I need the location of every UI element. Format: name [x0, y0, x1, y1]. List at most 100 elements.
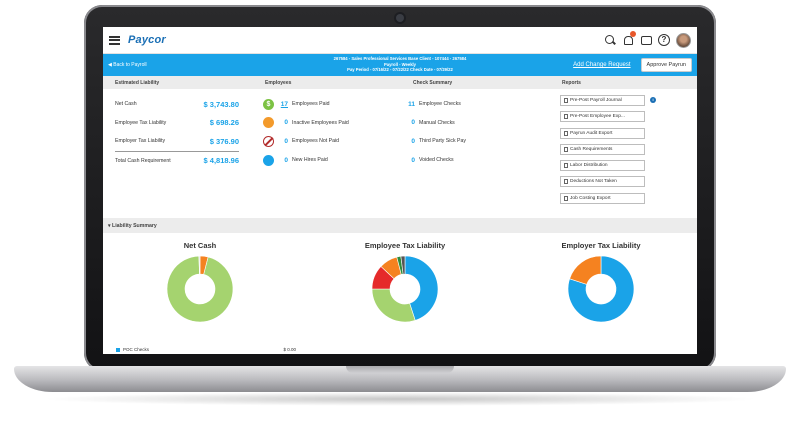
document-icon — [564, 130, 568, 136]
liability-summary-toggle[interactable]: ▾ Liability Summary — [103, 218, 697, 233]
approve-payrun-button[interactable]: Approve Payrun — [640, 58, 692, 72]
pie-slice[interactable] — [567, 255, 635, 323]
chart-title: Employer Tax Liability — [561, 241, 641, 250]
report-label: Deductions Not Taken — [570, 179, 617, 185]
report-button[interactable]: Pre-Post Payroll Journal — [560, 95, 645, 106]
employee-label: Inactive Employees Paid — [292, 119, 349, 126]
pie-slice[interactable] — [404, 255, 439, 321]
liability-label: Employee Tax Liability — [115, 119, 167, 126]
dollar-icon: $ — [263, 98, 274, 110]
notification-badge — [630, 31, 636, 37]
employee-count[interactable]: 17 — [280, 100, 288, 108]
liability-label: Net Cash — [115, 101, 137, 108]
pie-slice[interactable] — [371, 288, 416, 323]
pie-slice[interactable] — [400, 255, 406, 275]
summary-header-row: Estimated Liability Employees Check Summ… — [103, 76, 697, 89]
check-label: Third Party Sick Pay — [419, 138, 466, 145]
legend-name: POC Checks — [123, 347, 150, 352]
legend-item: POC Checks $ 0.00 — [116, 347, 296, 352]
document-icon — [564, 146, 568, 152]
report-button[interactable]: Pre-Post Employee Exp... — [560, 111, 645, 123]
add-change-request-link[interactable]: Add Change Request — [573, 62, 631, 68]
employee-row: $17 Employees Paid — [263, 95, 349, 114]
search-icon[interactable] — [604, 34, 616, 46]
employee-row: 0 Inactive Employees Paid — [263, 114, 349, 133]
report-label: Cash Requirements — [570, 146, 613, 152]
report-label: Pre-Post Payroll Journal — [570, 98, 622, 103]
check-row: 0 Voided Checks — [405, 151, 466, 170]
avatar[interactable] — [676, 32, 691, 48]
document-icon — [564, 179, 568, 185]
document-icon — [564, 163, 568, 169]
employees-list: $17 Employees Paid 0 Inactive Employees Pai… — [263, 95, 349, 169]
pie-slice[interactable] — [569, 255, 602, 285]
back-to-payroll-link[interactable]: ◀ Back to Payroll — [108, 62, 147, 68]
legend-swatch — [116, 347, 120, 352]
employee-label: Employees Not Paid — [292, 138, 339, 145]
employee-row: 0 New Hires Paid — [263, 151, 349, 170]
liability-value[interactable]: $ 376.90 — [209, 136, 239, 146]
check-summary-list: 11 Employee Checks 0 Manual Checks 0 Third Pa… — [405, 95, 466, 169]
employee-count: 0 — [284, 119, 288, 127]
back-to-payroll-label: Back to Payroll — [113, 62, 147, 68]
client-line-1: 267584 - Sales Professional Services Bas… — [333, 56, 467, 61]
bell-icon[interactable] — [622, 31, 636, 46]
employee-count: 0 — [284, 137, 288, 145]
info-icon[interactable]: i — [650, 97, 656, 103]
report-button[interactable]: Labor Distribution — [560, 160, 645, 172]
donut-chart — [166, 255, 234, 323]
employee-count: 0 — [284, 156, 288, 164]
pie-slice[interactable] — [166, 255, 234, 323]
employee-label: Employees Paid — [292, 101, 330, 108]
liability-row: Total Cash Requirement $ 4,818.96 — [115, 150, 239, 170]
header-estimated-liability: Estimated Liability — [115, 79, 160, 86]
report-button[interactable]: Job Costing Export — [560, 192, 645, 204]
check-label: Voided Checks — [419, 157, 454, 164]
client-line-3: Pay Period - 07/16/22 - 07/22/22 Check D… — [347, 67, 453, 73]
check-count: 0 — [411, 137, 415, 145]
screen: Paycor ? ◀ Back to Payroll 267584 - Sale… — [103, 27, 697, 354]
liability-row: Employer Tax Liability $ 376.90 — [115, 132, 239, 151]
liability-value[interactable]: $ 698.26 — [209, 118, 239, 128]
liability-row: Employee Tax Liability $ 698.26 — [115, 114, 239, 133]
top-bar: Paycor ? — [103, 27, 697, 54]
help-icon[interactable]: ? — [658, 34, 670, 46]
laptop-shadow — [40, 392, 760, 406]
report-button[interactable]: Payrun Audit Export — [560, 127, 645, 139]
check-count: 0 — [411, 156, 415, 164]
report-button[interactable]: Deductions Not Taken — [560, 176, 645, 188]
chart-title: Employee Tax Liability — [364, 241, 446, 250]
check-count: 0 — [411, 119, 415, 127]
employee-label: New Hires Paid — [292, 157, 328, 164]
check-count: 11 — [408, 100, 415, 108]
check-row: 0 Third Party Sick Pay — [405, 132, 466, 151]
employee-row: 0 Employees Not Paid — [263, 132, 349, 151]
donut-chart — [371, 255, 439, 323]
not-paid-icon — [263, 135, 274, 147]
laptop-notch — [346, 366, 454, 373]
report-label: Job Costing Export — [570, 195, 611, 201]
liability-charts: Net Cash Employee Tax Liability Employer T… — [103, 233, 697, 354]
legend-value: $ 0.00 — [283, 347, 296, 352]
estimated-liability-list: Net Cash $ 3,743.80 Employee Tax Liability… — [115, 95, 239, 169]
chat-icon[interactable] — [640, 34, 652, 46]
header-reports: Reports — [562, 79, 581, 86]
camera-icon — [396, 14, 404, 22]
pie-slice[interactable] — [198, 255, 201, 275]
topbar-icons: ? — [604, 31, 691, 48]
new-hire-icon — [263, 154, 274, 166]
liability-value[interactable]: $ 4,818.96 — [203, 156, 239, 166]
liability-row: Net Cash $ 3,743.80 — [115, 95, 239, 114]
check-row: 11 Employee Checks — [405, 95, 466, 114]
check-row: 0 Manual Checks — [405, 114, 466, 133]
app-logo[interactable]: Paycor — [128, 34, 166, 46]
report-button[interactable]: Cash Requirements — [560, 143, 645, 155]
document-icon — [564, 114, 568, 120]
summary-section: Net Cash $ 3,743.80 Employee Tax Liability… — [103, 89, 697, 211]
header-check-summary: Check Summary — [413, 79, 453, 86]
liability-summary-label: Liability Summary — [112, 222, 157, 229]
menu-icon[interactable] — [109, 35, 120, 45]
document-icon — [564, 98, 568, 103]
liability-value[interactable]: $ 3,743.80 — [203, 99, 239, 109]
report-label: Pre-Post Employee Exp... — [570, 114, 625, 120]
